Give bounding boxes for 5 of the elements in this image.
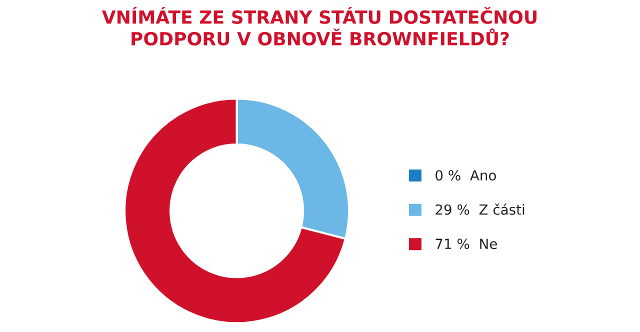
legend-label: 29 % Z části [436, 204, 524, 215]
donut-slice [123, 97, 347, 324]
legend-label: 0 % Ano [436, 170, 496, 181]
chart-title: VNÍMÁTE ZE STRANY STÁTU DOSTATEČNOU PODPORU V OBNOVĚ BROWNFIELDŮ? [102, 6, 536, 46]
legend-label: 71 % Ne [436, 238, 497, 250]
